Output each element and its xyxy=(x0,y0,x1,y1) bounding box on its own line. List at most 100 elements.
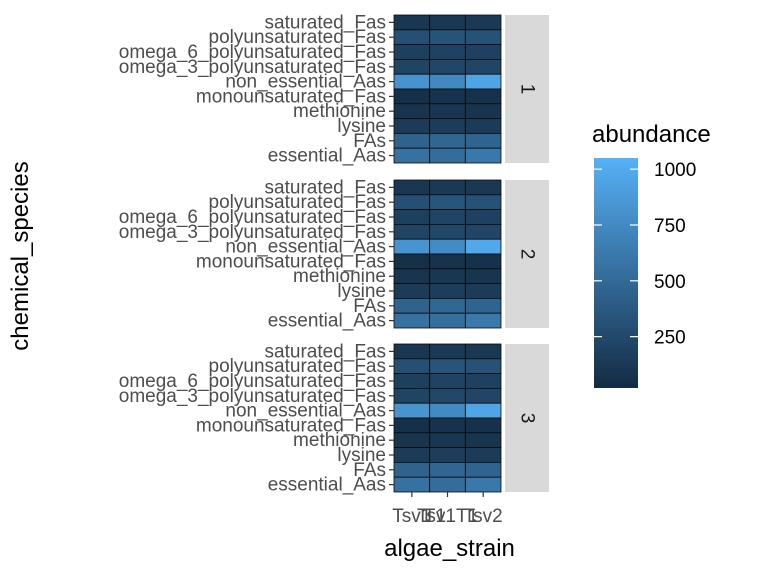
heatmap-cell xyxy=(429,88,466,105)
heatmap-cell xyxy=(464,417,502,434)
x-tick-label: Tsv1 xyxy=(392,506,431,527)
heatmap-cell xyxy=(393,179,431,196)
legend-break-label: 250 xyxy=(654,328,686,349)
heatmap-cell xyxy=(429,14,466,31)
heatmap-cell xyxy=(464,432,502,448)
y-tick-label: omega_6_polyunsaturated_Fas xyxy=(119,371,386,392)
heatmap-cell xyxy=(429,402,466,419)
facet-panel-1: saturated_Faspolyunsaturated_Fasomega_6_… xyxy=(119,12,549,167)
heatmap-cell xyxy=(464,88,502,105)
y-axis-title: chemical_species xyxy=(7,161,34,350)
heatmap-cell xyxy=(393,59,431,75)
heatmap-cell xyxy=(393,147,431,164)
heatmap-cell xyxy=(464,253,502,270)
heatmap-cell xyxy=(393,417,431,434)
heatmap-cell xyxy=(464,103,502,120)
facet-strip xyxy=(505,15,549,163)
heatmap-cell xyxy=(464,29,502,45)
heatmap-cell xyxy=(393,373,431,389)
y-tick-label: monounsaturated_Fas xyxy=(196,415,386,436)
heatmap-cell xyxy=(464,373,502,389)
heatmap-cell xyxy=(429,238,466,255)
heatmap-cell xyxy=(429,179,466,196)
y-tick-label: saturated_Fas xyxy=(265,12,386,33)
heatmap-cell xyxy=(393,461,431,478)
heatmap-cell xyxy=(464,194,502,211)
heatmap-cell xyxy=(429,283,466,299)
x-tick-label: Tsv2 xyxy=(464,506,503,527)
legend-break-label: 750 xyxy=(654,216,686,237)
heatmap-cell xyxy=(464,209,502,225)
heatmap-cell xyxy=(429,476,466,493)
facet-strip-label: 3 xyxy=(517,413,538,424)
heatmap-cell xyxy=(429,132,466,149)
heatmap-cell xyxy=(464,44,502,60)
heatmap-cell xyxy=(393,358,431,374)
heatmap-cell xyxy=(429,312,466,329)
legend-colorbar xyxy=(594,158,638,388)
heatmap-cell xyxy=(393,209,431,225)
heatmap-cell xyxy=(464,132,502,149)
heatmap-cell xyxy=(393,387,431,404)
heatmap-cell xyxy=(393,476,431,493)
y-tick-label: polyunsaturated_Fas xyxy=(209,192,386,213)
y-tick-label: non_essential_Aas xyxy=(225,72,386,93)
y-tick-label: polyunsaturated_Fas xyxy=(209,356,386,377)
y-tick-label: essential_Aas xyxy=(268,475,386,496)
y-tick-label: omega_3_polyunsaturated_Fas xyxy=(119,222,386,243)
heatmap-cell xyxy=(464,14,502,31)
y-tick-label: essential_Aas xyxy=(268,311,386,332)
x-tick-label: Tsv1T1 xyxy=(417,506,478,527)
heatmap-cell xyxy=(393,312,431,329)
heatmap-cell xyxy=(429,194,466,211)
heatmap-cell xyxy=(393,194,431,211)
heatmap-cell xyxy=(464,343,502,360)
heatmap-cell xyxy=(393,268,431,284)
heatmap-cell xyxy=(429,209,466,225)
heatmap-cell xyxy=(393,343,431,360)
heatmap-cell xyxy=(429,118,466,134)
heatmap-cell xyxy=(393,283,431,299)
y-tick-label: FAs xyxy=(353,296,386,317)
heatmap-cell xyxy=(464,297,502,314)
heatmap-cell xyxy=(393,14,431,31)
x-tick-label: T1 xyxy=(424,506,446,527)
facet-strip xyxy=(505,180,549,328)
facet-panel-3: saturated_Faspolyunsaturated_Fasomega_6_… xyxy=(119,341,549,496)
heatmap-cell xyxy=(393,238,431,255)
legend-break-label: 1000 xyxy=(654,160,696,181)
facet-panel-2: saturated_Faspolyunsaturated_Fasomega_6_… xyxy=(119,177,549,332)
heatmap-cell xyxy=(429,447,466,463)
y-tick-label: methionine xyxy=(293,430,386,451)
heatmap-cell xyxy=(464,147,502,164)
heatmap-cell xyxy=(429,44,466,60)
heatmap-cell xyxy=(464,402,502,419)
y-tick-label: non_essential_Aas xyxy=(225,237,386,258)
y-tick-label: essential_Aas xyxy=(268,146,386,167)
facet-panels: saturated_Faspolyunsaturated_Fasomega_6_… xyxy=(119,12,549,496)
heatmap-cell xyxy=(429,268,466,284)
heatmap-cell xyxy=(393,402,431,419)
heatmap-cell xyxy=(464,387,502,404)
heatmap-cell xyxy=(464,73,502,90)
facet-strip-label: 1 xyxy=(517,84,538,95)
y-tick-label: omega_3_polyunsaturated_Fas xyxy=(119,57,386,78)
y-tick-label: omega_3_polyunsaturated_Fas xyxy=(119,386,386,407)
y-tick-label: polyunsaturated_Fas xyxy=(209,27,386,48)
heatmap-cell xyxy=(464,312,502,329)
heatmap-cell xyxy=(464,223,502,240)
y-tick-label: monounsaturated_Fas xyxy=(196,251,386,272)
heatmap-cell xyxy=(464,358,502,374)
facet-strip xyxy=(505,344,549,492)
facet-strip-label: 2 xyxy=(517,249,538,260)
heatmap-cell xyxy=(464,238,502,255)
heatmap-cell xyxy=(429,461,466,478)
heatmap-cell xyxy=(429,387,466,404)
heatmap-cell xyxy=(393,432,431,448)
y-tick-label: FAs xyxy=(353,460,386,481)
y-tick-label: methionine xyxy=(293,266,386,287)
heatmap-cell xyxy=(464,118,502,134)
heatmap-cell xyxy=(393,44,431,60)
heatmap-cell xyxy=(393,29,431,45)
